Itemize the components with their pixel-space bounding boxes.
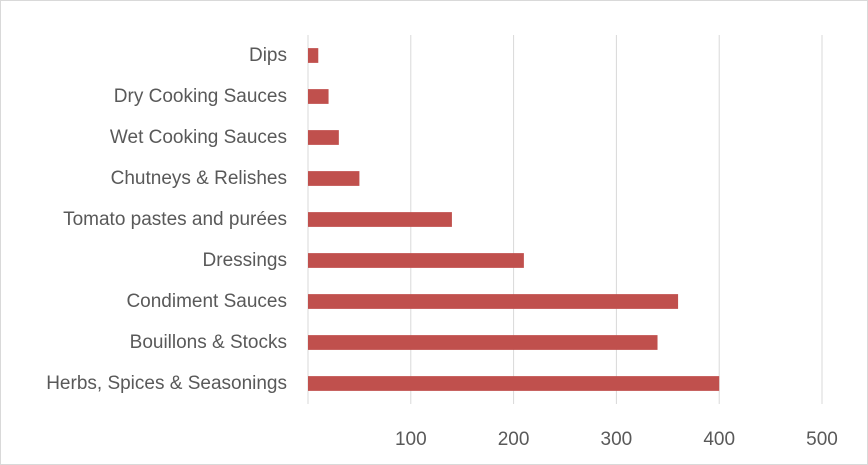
x-tick-label: 100 <box>395 429 427 450</box>
x-tick-label: 400 <box>703 429 735 450</box>
category-label: Herbs, Spices & Seasonings <box>46 373 287 394</box>
bar <box>308 376 720 391</box>
bar <box>308 48 319 63</box>
bar <box>308 212 452 227</box>
x-tick-label: 200 <box>498 429 530 450</box>
category-labels: Dips Dry Cooking Sauces Wet Cooking Sauces… <box>46 45 287 394</box>
bar <box>308 335 658 350</box>
category-label: Dry Cooking Sauces <box>114 86 287 107</box>
category-label: Chutneys & Relishes <box>111 168 287 189</box>
category-label: Dressings <box>203 250 287 271</box>
category-label: Tomato pastes and purées <box>63 209 287 230</box>
bars <box>308 48 720 391</box>
bar <box>308 130 339 145</box>
bar <box>308 294 679 309</box>
x-tick-labels: 100 200 300 400 500 <box>395 429 838 450</box>
bar <box>308 89 329 104</box>
x-tick-label: 500 <box>806 429 838 450</box>
category-label: Condiment Sauces <box>126 291 287 312</box>
bar <box>308 253 524 268</box>
x-tick-label: 300 <box>601 429 633 450</box>
category-label: Bouillons & Stocks <box>130 332 287 353</box>
bar <box>308 171 360 186</box>
category-label: Wet Cooking Sauces <box>110 127 287 148</box>
category-label: Dips <box>249 45 287 66</box>
